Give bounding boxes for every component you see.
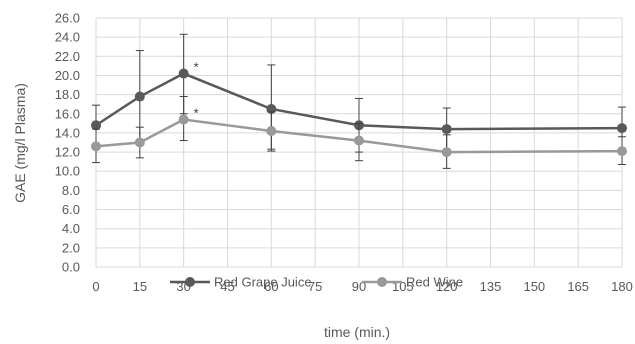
legend-marker bbox=[377, 277, 387, 287]
y-tick-label: 2.0 bbox=[62, 240, 80, 255]
legend-label: Red Grape Juice bbox=[214, 275, 312, 290]
x-tick-label: 15 bbox=[133, 279, 147, 294]
y-tick-label: 16.0 bbox=[55, 106, 80, 121]
y-axis-title: GAE (mg/l Plasma) bbox=[12, 83, 28, 203]
y-tick-label: 14.0 bbox=[55, 125, 80, 140]
data-point bbox=[178, 114, 189, 125]
x-tick-label: 120 bbox=[436, 279, 458, 294]
y-tick-label: 26.0 bbox=[55, 11, 80, 26]
legend-marker bbox=[185, 277, 195, 287]
y-tick-label: 22.0 bbox=[55, 49, 80, 64]
y-axis-tick-labels: 0.0 2.0 4.0 6.0 8.0 10.0 12.0 14.0 16.0 18.0 20.0 2… bbox=[55, 11, 80, 275]
significance-marker: * bbox=[194, 60, 199, 75]
series-red-wine bbox=[91, 96, 627, 169]
data-point bbox=[178, 68, 189, 79]
y-tick-label: 20.0 bbox=[55, 68, 80, 83]
data-point bbox=[617, 146, 627, 157]
data-point bbox=[354, 135, 364, 146]
y-tick-label: 12.0 bbox=[55, 145, 80, 160]
y-tick-label: 8.0 bbox=[62, 183, 80, 198]
legend-item-red-grape-juice: Red Grape Juice bbox=[170, 275, 312, 290]
data-point bbox=[441, 124, 452, 135]
data-point bbox=[91, 141, 101, 152]
plot-area: ** bbox=[91, 33, 627, 169]
data-point bbox=[266, 126, 277, 137]
x-tick-label: 45 bbox=[220, 279, 234, 294]
x-tick-label: 75 bbox=[308, 279, 322, 294]
data-point bbox=[441, 147, 452, 158]
y-tick-label: 6.0 bbox=[62, 202, 80, 217]
x-tick-label: 180 bbox=[611, 279, 633, 294]
y-tick-label: 24.0 bbox=[55, 30, 80, 45]
y-tick-label: 0.0 bbox=[62, 260, 80, 275]
y-tick-label: 18.0 bbox=[55, 87, 80, 102]
data-point bbox=[91, 120, 101, 131]
y-tick-label: 4.0 bbox=[62, 221, 80, 236]
x-tick-label: 135 bbox=[480, 279, 502, 294]
x-tick-label: 60 bbox=[264, 279, 278, 294]
legend-item-red-wine: Red Wine bbox=[362, 275, 463, 290]
x-tick-label: 0 bbox=[92, 279, 99, 294]
x-tick-label: 165 bbox=[567, 279, 589, 294]
data-point bbox=[617, 123, 627, 134]
data-point bbox=[134, 137, 145, 148]
data-point bbox=[134, 91, 145, 102]
y-tick-label: 10.0 bbox=[55, 164, 80, 179]
x-tick-label: 150 bbox=[523, 279, 545, 294]
series-red-grape-juice bbox=[91, 33, 627, 153]
legend-label: Red Wine bbox=[406, 275, 463, 290]
x-axis-title: time (min.) bbox=[324, 324, 390, 340]
significance-marker: * bbox=[194, 106, 199, 121]
legend: Red Grape Juice Red Wine bbox=[170, 275, 463, 290]
